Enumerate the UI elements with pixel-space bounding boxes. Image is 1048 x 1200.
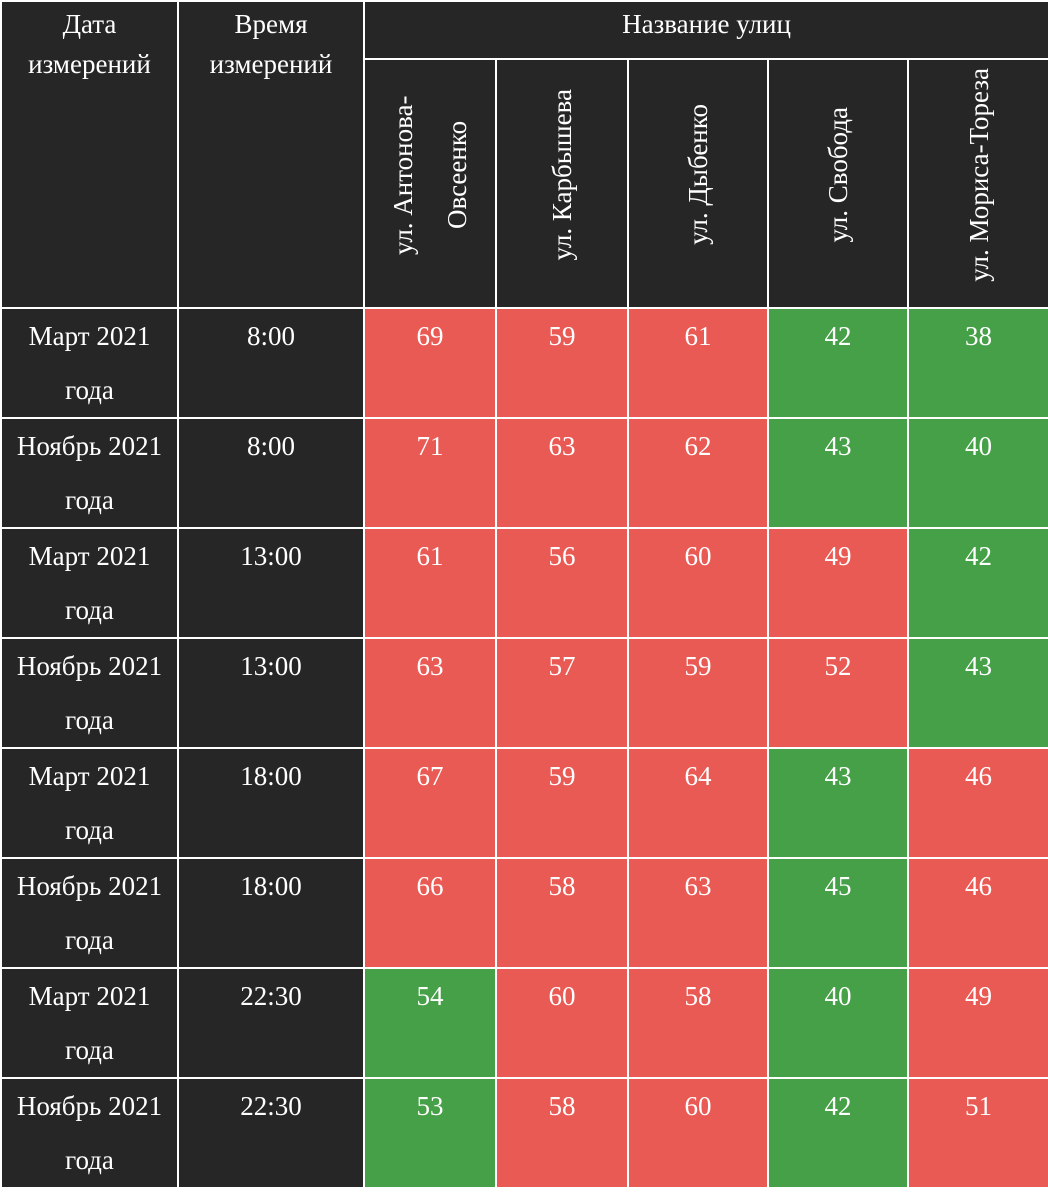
value-cell: 64: [627, 747, 769, 859]
value-cell: 49: [906, 967, 1048, 1079]
date-cell: Ноябрь 2021 года: [0, 1077, 179, 1189]
date-cell: Ноябрь 2021 года: [0, 857, 179, 969]
value-cell: 46: [906, 747, 1048, 859]
value-cell: 58: [495, 857, 629, 969]
time-cell: 22:30: [177, 1077, 365, 1189]
street-header: ул. Антонова-Овсеенко: [363, 58, 497, 309]
value-cell: 59: [495, 747, 629, 859]
table-row: Март 2021 года 18:00 67 59 64 43 46: [0, 747, 1048, 859]
value-cell: 52: [767, 637, 909, 749]
value-cell: 43: [767, 747, 909, 859]
value-cell: 58: [495, 1077, 629, 1189]
value-cell: 40: [906, 417, 1048, 529]
value-cell: 60: [627, 1077, 769, 1189]
value-cell: 63: [495, 417, 629, 529]
value-cell: 71: [363, 417, 497, 529]
value-cell: 58: [627, 967, 769, 1079]
street-header: ул. Мориса-Тореза: [906, 58, 1048, 309]
header-time: Время измерений: [177, 0, 365, 309]
table-row: Ноябрь 2021 года 22:30 53 58 60 42 51: [0, 1077, 1048, 1189]
value-cell: 43: [906, 637, 1048, 749]
value-cell: 53: [363, 1077, 497, 1189]
table-row: Март 2021 года 22:30 54 60 58 40 49: [0, 967, 1048, 1079]
value-cell: 63: [627, 857, 769, 969]
value-cell: 46: [906, 857, 1048, 969]
street-header: ул. Карбышева: [495, 58, 629, 309]
date-cell: Март 2021 года: [0, 527, 179, 639]
value-cell: 60: [495, 967, 629, 1079]
time-cell: 22:30: [177, 967, 365, 1079]
value-cell: 63: [363, 637, 497, 749]
value-cell: 40: [767, 967, 909, 1079]
value-cell: 62: [627, 417, 769, 529]
value-cell: 51: [906, 1077, 1048, 1189]
value-cell: 57: [495, 637, 629, 749]
time-cell: 18:00: [177, 747, 365, 859]
street-label: ул. Антонова-Овсеенко: [388, 94, 472, 255]
value-cell: 67: [363, 747, 497, 859]
value-cell: 59: [495, 307, 629, 419]
value-cell: 49: [767, 527, 909, 639]
street-label: ул. Дыбенко: [683, 104, 713, 245]
table-row: Ноябрь 2021 года 18:00 66 58 63 45 46: [0, 857, 1048, 969]
value-cell: 54: [363, 967, 497, 1079]
table-row: Ноябрь 2021 года 13:00 63 57 59 52 43: [0, 637, 1048, 749]
time-cell: 13:00: [177, 527, 365, 639]
value-cell: 60: [627, 527, 769, 639]
table-row: Март 2021 года 13:00 61 56 60 49 42: [0, 527, 1048, 639]
street-header: ул. Дыбенко: [627, 58, 769, 309]
value-cell: 56: [495, 527, 629, 639]
time-cell: 8:00: [177, 417, 365, 529]
value-cell: 42: [767, 307, 909, 419]
date-cell: Ноябрь 2021 года: [0, 637, 179, 749]
date-cell: Ноябрь 2021 года: [0, 417, 179, 529]
street-label: ул. Свобода: [823, 106, 853, 243]
date-cell: Март 2021 года: [0, 747, 179, 859]
value-cell: 38: [906, 307, 1048, 419]
street-label: ул. Мориса-Тореза: [963, 67, 994, 282]
header-date: Дата измерений: [0, 0, 179, 309]
value-cell: 61: [363, 527, 497, 639]
value-cell: 61: [627, 307, 769, 419]
date-cell: Март 2021 года: [0, 967, 179, 1079]
street-label: ул. Карбышева: [547, 88, 577, 261]
value-cell: 66: [363, 857, 497, 969]
value-cell: 42: [906, 527, 1048, 639]
time-cell: 8:00: [177, 307, 365, 419]
value-cell: 69: [363, 307, 497, 419]
time-cell: 13:00: [177, 637, 365, 749]
value-cell: 45: [767, 857, 909, 969]
value-cell: 59: [627, 637, 769, 749]
date-cell: Март 2021 года: [0, 307, 179, 419]
value-cell: 42: [767, 1077, 909, 1189]
time-cell: 18:00: [177, 857, 365, 969]
table-row: Март 2021 года 8:00 69 59 61 42 38: [0, 307, 1048, 419]
header-streets: Название улиц: [362, 0, 1048, 60]
street-header: ул. Свобода: [767, 58, 909, 309]
table-row: Ноябрь 2021 года 8:00 71 63 62 43 40: [0, 417, 1048, 529]
value-cell: 43: [767, 417, 909, 529]
